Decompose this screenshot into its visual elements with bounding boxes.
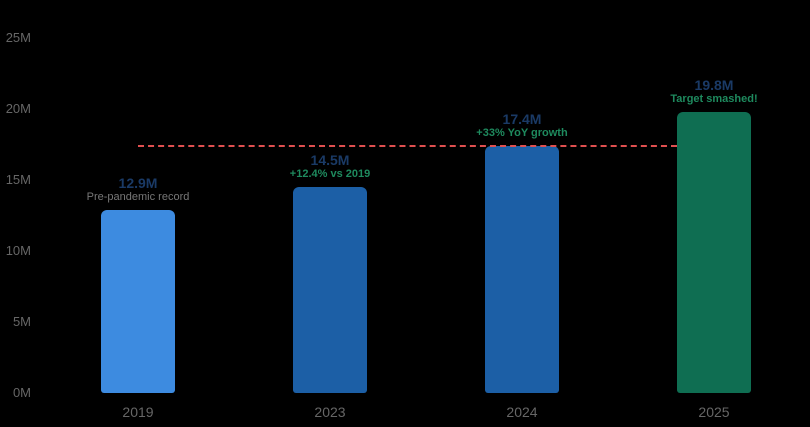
bar-2024 xyxy=(485,145,559,393)
y-axis-tick: 10M xyxy=(5,243,31,258)
y-axis-tick: 20M xyxy=(5,101,31,116)
bar-annotation: Pre-pandemic record xyxy=(86,190,190,203)
bar-value-label: 14.5M xyxy=(310,152,350,169)
y-axis-tick: 0M xyxy=(12,385,31,400)
x-axis-tick: 2024 xyxy=(506,404,538,420)
y-axis-tick: 25M xyxy=(5,30,31,45)
bar-value-label: 12.9M xyxy=(118,174,158,191)
bar-2023 xyxy=(293,187,367,393)
x-axis-tick: 2019 xyxy=(122,404,154,420)
bar-2019 xyxy=(101,209,175,393)
x-axis-tick: 2023 xyxy=(314,404,346,420)
bar-2025 xyxy=(677,111,751,393)
bar-annotation: Target smashed! xyxy=(670,92,758,105)
bar-value-label: 19.8M xyxy=(694,76,734,93)
bar-annotation: +12.4% vs 2019 xyxy=(289,168,371,181)
x-axis-tick: 2025 xyxy=(698,404,730,420)
y-axis-tick: 5M xyxy=(12,314,31,329)
reference-line xyxy=(138,144,677,147)
bar-value-label: 17.4M xyxy=(502,110,542,127)
y-axis-tick: 15M xyxy=(5,172,31,187)
bar-annotation: +33% YoY growth xyxy=(476,126,568,139)
